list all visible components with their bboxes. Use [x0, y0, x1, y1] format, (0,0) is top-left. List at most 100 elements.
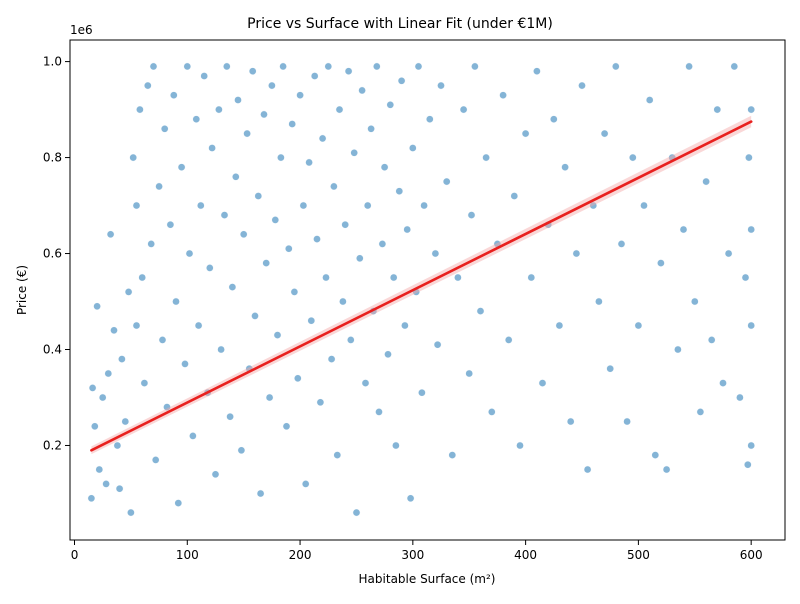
data-point [220, 211, 229, 219]
data-point [160, 124, 169, 133]
data-point [510, 192, 519, 200]
data-point [375, 407, 383, 416]
data-point [239, 230, 248, 239]
data-point [158, 335, 167, 344]
data-point [442, 177, 451, 186]
data-point [251, 311, 259, 320]
data-point [329, 182, 338, 191]
y-tick-label: 0.2 [43, 438, 62, 452]
data-point [420, 201, 428, 210]
data-point [333, 451, 342, 459]
data-point [338, 297, 347, 306]
data-point [282, 422, 291, 431]
data-point [205, 263, 214, 272]
data-point [408, 144, 417, 152]
data-point [196, 201, 205, 210]
data-point [702, 177, 710, 186]
data-point [566, 417, 575, 426]
data-point [217, 345, 225, 354]
data-point [406, 494, 415, 503]
data-point [234, 96, 242, 104]
data-point [174, 499, 183, 507]
data-point [707, 335, 716, 344]
data-point [628, 153, 637, 162]
data-point [417, 388, 426, 397]
data-point [293, 374, 302, 383]
data-point [305, 158, 313, 167]
data-point [431, 249, 440, 258]
data-point [433, 340, 442, 349]
x-tick-label: 100 [176, 548, 199, 562]
data-point [200, 72, 209, 80]
data-point [226, 412, 234, 421]
data-point [102, 479, 110, 488]
data-point [713, 105, 722, 114]
data-point [346, 335, 355, 344]
y-axis-label: Price (€) [15, 265, 29, 315]
data-point [87, 494, 96, 503]
data-point [177, 163, 186, 172]
data-point [617, 239, 626, 248]
data-point [273, 331, 282, 339]
data-point [276, 153, 285, 162]
data-point [256, 489, 265, 498]
data-point [606, 364, 615, 373]
data-point [104, 369, 113, 378]
data-point [397, 76, 406, 85]
data-point [437, 81, 445, 90]
data-point [465, 369, 474, 378]
fit-line [90, 120, 753, 452]
data-point [183, 62, 192, 71]
data-point [132, 201, 141, 210]
data-point [296, 91, 304, 100]
y-axis-offset-text: 1e6 [70, 23, 93, 37]
data-point [657, 259, 665, 267]
data-point [214, 105, 223, 114]
data-point [151, 455, 160, 464]
data-point [93, 302, 101, 311]
x-tick-label: 600 [740, 548, 763, 562]
data-point [121, 417, 130, 426]
data-point [169, 91, 178, 100]
data-point [231, 172, 240, 181]
data-point [344, 67, 353, 76]
data-point [110, 326, 118, 335]
y-axis-ticks: 0.2 0.4 0.6 0.8 1.0 [43, 55, 70, 452]
data-point [115, 484, 124, 493]
points-layer [87, 62, 756, 517]
data-point [113, 441, 122, 450]
data-point [363, 201, 372, 210]
data-point [372, 62, 381, 71]
data-point [679, 225, 688, 234]
data-point [499, 91, 507, 100]
data-point [482, 153, 490, 162]
data-point [555, 321, 564, 330]
data-point [745, 153, 753, 162]
data-point [391, 441, 400, 450]
data-point [163, 403, 171, 411]
data-point [538, 379, 547, 387]
data-point [166, 220, 175, 229]
data-point [194, 321, 203, 330]
data-point [316, 398, 325, 407]
data-point [685, 62, 693, 71]
data-point [262, 259, 271, 267]
data-point [724, 249, 733, 258]
x-axis-ticks: 0 100 200 300 400 500 600 [71, 540, 763, 562]
data-point [736, 393, 744, 402]
data-point [386, 100, 395, 109]
data-point [589, 201, 598, 210]
data-point [476, 307, 485, 315]
data-point [318, 134, 327, 143]
fit-layer [90, 115, 753, 455]
y-tick-label: 0.6 [43, 247, 62, 261]
data-point [248, 67, 257, 76]
data-point [188, 431, 197, 440]
data-point [335, 105, 344, 114]
data-point [327, 355, 336, 363]
data-point [533, 67, 541, 76]
y-tick-label: 1.0 [43, 55, 62, 69]
data-point [395, 187, 404, 196]
